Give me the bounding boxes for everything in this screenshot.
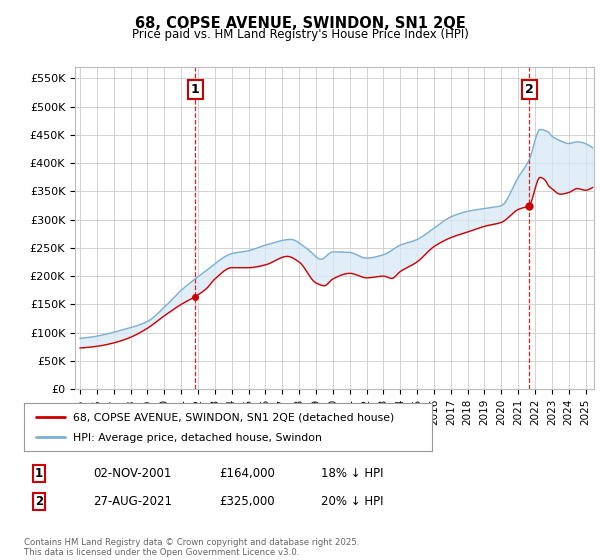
Text: £325,000: £325,000 [219, 494, 275, 508]
Text: 1: 1 [35, 466, 43, 480]
Text: £164,000: £164,000 [219, 466, 275, 480]
Text: 2: 2 [525, 83, 533, 96]
Text: 2: 2 [35, 494, 43, 508]
Text: Price paid vs. HM Land Registry's House Price Index (HPI): Price paid vs. HM Land Registry's House … [131, 28, 469, 41]
Text: 02-NOV-2001: 02-NOV-2001 [93, 466, 172, 480]
Text: 27-AUG-2021: 27-AUG-2021 [93, 494, 172, 508]
Text: Contains HM Land Registry data © Crown copyright and database right 2025.
This d: Contains HM Land Registry data © Crown c… [24, 538, 359, 557]
Text: 68, COPSE AVENUE, SWINDON, SN1 2QE (detached house): 68, COPSE AVENUE, SWINDON, SN1 2QE (deta… [73, 413, 394, 422]
Text: 20% ↓ HPI: 20% ↓ HPI [321, 494, 383, 508]
Text: 18% ↓ HPI: 18% ↓ HPI [321, 466, 383, 480]
Text: 68, COPSE AVENUE, SWINDON, SN1 2QE: 68, COPSE AVENUE, SWINDON, SN1 2QE [134, 16, 466, 31]
Text: HPI: Average price, detached house, Swindon: HPI: Average price, detached house, Swin… [73, 433, 322, 444]
Text: 1: 1 [191, 83, 200, 96]
